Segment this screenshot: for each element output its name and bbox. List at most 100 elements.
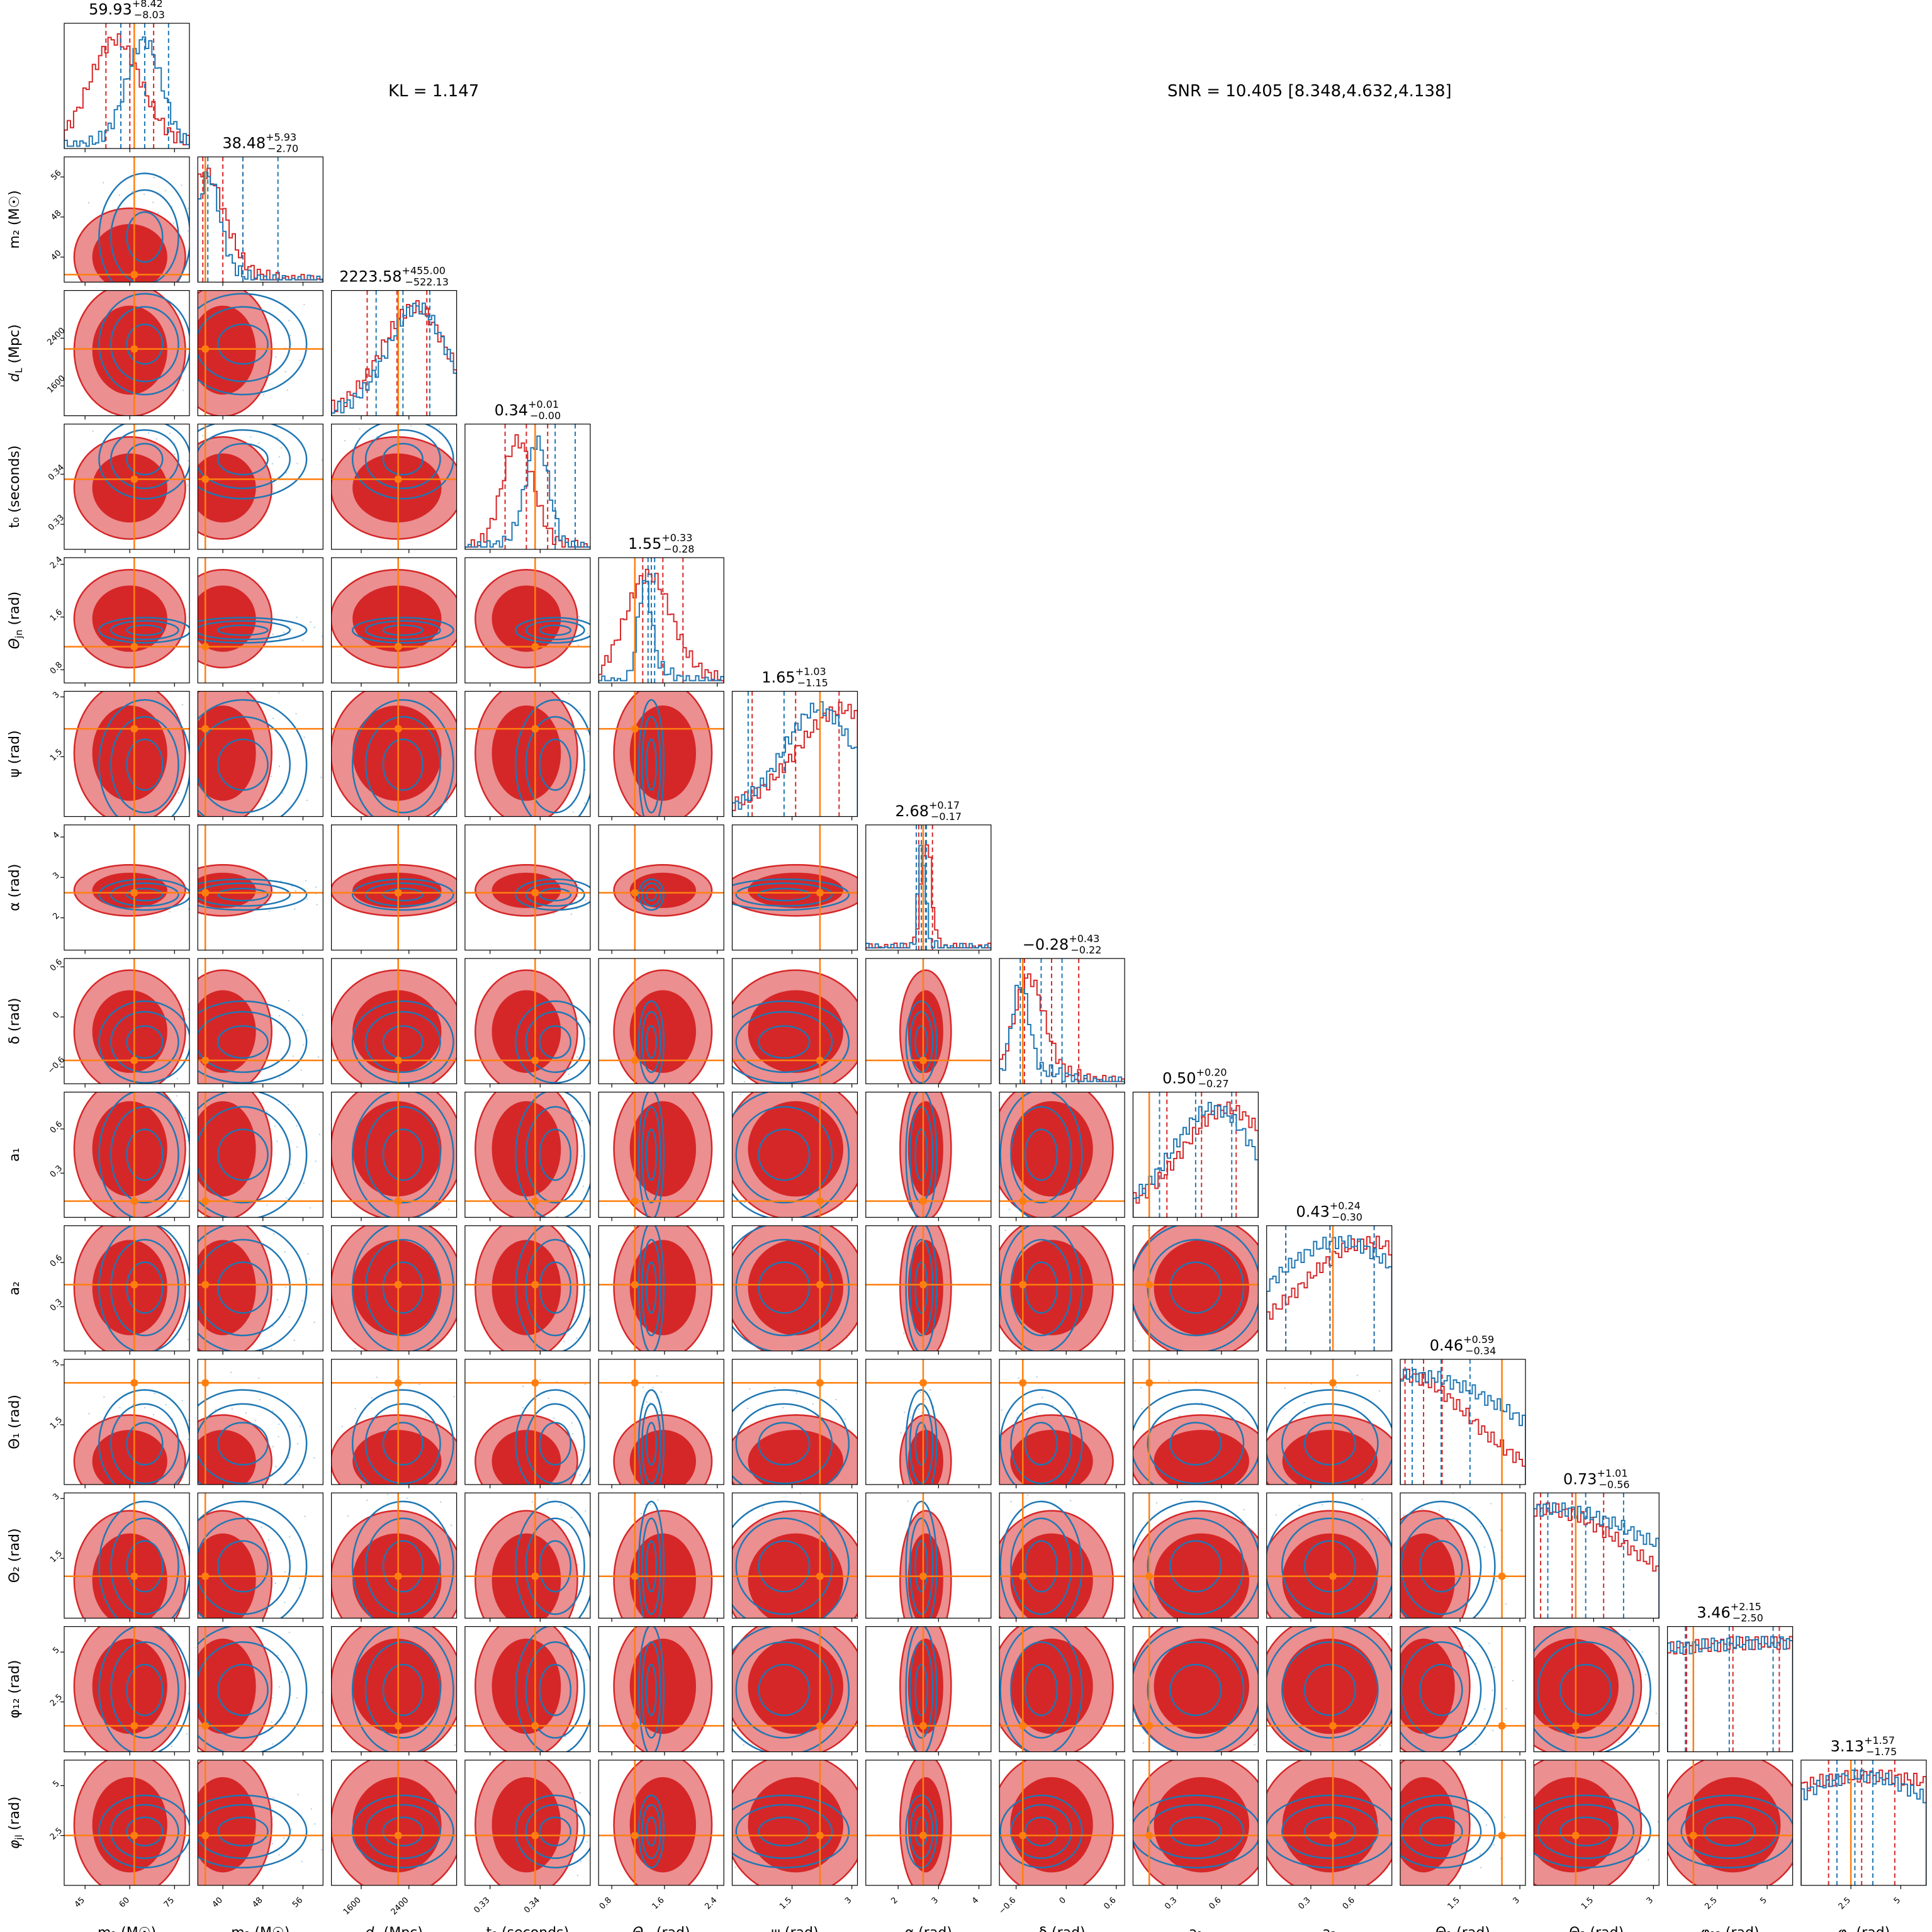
contour-inner-b [539, 624, 571, 636]
xtick-psi: 1.5 [778, 1895, 794, 1911]
truth-point [816, 1572, 824, 1580]
truth-point [631, 1281, 639, 1289]
panel-m2-delta [197, 958, 323, 1088]
panel-frame [464, 1225, 591, 1352]
contour-mid-b [641, 1106, 661, 1204]
contour-inner-b [126, 1422, 164, 1466]
hist-phi12-method-b [1667, 1636, 1793, 1752]
contour-outer-b [198, 293, 308, 396]
xtick-m2: 48 [250, 1895, 264, 1909]
panel-frame [330, 1492, 458, 1619]
truth-point [1329, 1831, 1337, 1839]
truth-point [1329, 1379, 1337, 1387]
contour-inner-a [1010, 1777, 1093, 1873]
truth-point [531, 1831, 539, 1839]
contour-inner-b [126, 323, 164, 365]
contour-mid-b [735, 1641, 833, 1739]
panel-frame [1266, 1492, 1393, 1619]
truth-point [1019, 1379, 1027, 1387]
panel-a2-phi12 [1266, 1626, 1393, 1756]
contour-inner-a [1154, 1430, 1249, 1485]
panel-m1-theta1: 1.53 [48, 1358, 190, 1488]
title-dL: 2223.58+455.00 −522.13 [339, 265, 449, 288]
panel-frame [731, 1225, 858, 1352]
contour-inner-b [1419, 1540, 1463, 1593]
truth-point [816, 889, 824, 897]
contour-inner-a [907, 1240, 943, 1335]
panel-m2-phi12 [197, 1626, 323, 1756]
panel-t0-alpha [464, 824, 591, 954]
panel-frame [464, 1626, 591, 1753]
contour-outer-b [351, 1092, 454, 1218]
truth-point [394, 475, 402, 483]
ytick-theta2: 1.5 [48, 1549, 64, 1564]
panel-frame [197, 1091, 323, 1218]
truth-point [816, 1056, 824, 1064]
contour-mid-b [110, 716, 179, 814]
panel-alpha-alpha: 2.68+0.17 −0.17 [865, 799, 992, 954]
panel-frame [464, 1760, 591, 1886]
panel-frame [1400, 1760, 1526, 1886]
contour-inner-a [1400, 1777, 1455, 1873]
panel-frame [999, 1760, 1125, 1886]
contour-outer-b [351, 878, 454, 911]
truth-point [201, 1831, 210, 1839]
hist-dL-method-b [331, 302, 457, 416]
ytick-alpha: 3 [51, 871, 61, 881]
contour-outer-b [98, 617, 189, 644]
truth-point [919, 1379, 927, 1387]
panel-dL-phi12 [330, 1626, 458, 1756]
contour-inner-b [126, 211, 164, 263]
ylabel-theta2: Θ₂ (rad) [7, 1528, 23, 1583]
contour-outer-b [198, 1794, 308, 1868]
panel-frame [865, 1359, 992, 1485]
contour-outer-b [637, 1000, 665, 1084]
panel-phi12-phi12: 3.46+2.15 −2.50 [1667, 1601, 1794, 1756]
panel-frame [330, 1359, 458, 1485]
panel-frame [64, 824, 190, 951]
ytick-m2: 40 [49, 249, 63, 262]
panel-a1-phijl: 0.3 0.6 [1132, 1760, 1259, 1911]
panel-frame [330, 1626, 458, 1753]
panel-delta-a2 [999, 1225, 1125, 1355]
contour-mid-b [525, 1804, 585, 1860]
contour-inner-a [1534, 1638, 1619, 1734]
panel-frame [197, 424, 323, 550]
title-phijl: 3.13+1.57 −1.75 [1831, 1734, 1897, 1758]
panel-m2-a2 [197, 1225, 323, 1355]
panel-frame [598, 958, 724, 1084]
panel-m2-a1 [197, 1091, 323, 1222]
ylabel-alpha: α (rad) [7, 864, 23, 911]
contour-outer-b [98, 878, 189, 911]
panel-dL-delta [330, 958, 458, 1088]
panel-thetajn-a2 [598, 1225, 724, 1355]
panel-thetajn-phijl: 0.8 1.6 2.4 [598, 1760, 724, 1911]
truth-point [130, 345, 138, 353]
contour-outer-b [732, 1794, 850, 1868]
contour-inner-b [1703, 1816, 1756, 1847]
panel-m1-m2: 40 48 56 [49, 156, 190, 286]
panel-delta-phi12 [999, 1626, 1125, 1756]
panel-alpha-phi12 [865, 1626, 992, 1756]
contour-outer-b [905, 1000, 938, 1084]
contour-inner-b [1024, 1261, 1059, 1314]
ylabel-dL: dL (Mpc) [7, 324, 25, 382]
ytick-m2: 48 [49, 208, 63, 222]
contour-outer-b [637, 1794, 665, 1869]
panel-t0-a1 [464, 1091, 591, 1222]
ytick-a2: 0.6 [48, 1253, 64, 1269]
ytick-t0: 0.33 [47, 513, 66, 532]
contour-outer-b [515, 1000, 590, 1084]
panel-frame [197, 1492, 323, 1619]
truth-point [1571, 1722, 1580, 1730]
contour-outer-b [637, 1225, 665, 1351]
panel-frame [64, 1091, 190, 1218]
panel-t0-phi12 [464, 1626, 591, 1756]
contour-mid-b [525, 620, 585, 641]
hist-t0-method-b [464, 435, 590, 549]
contour-inner-a [92, 305, 167, 395]
truth-point [201, 725, 210, 733]
ylabel-a1: a₁ [7, 1148, 23, 1162]
contour-mid-b [525, 1106, 585, 1204]
hist-phijl-method-b [1800, 1769, 1926, 1885]
